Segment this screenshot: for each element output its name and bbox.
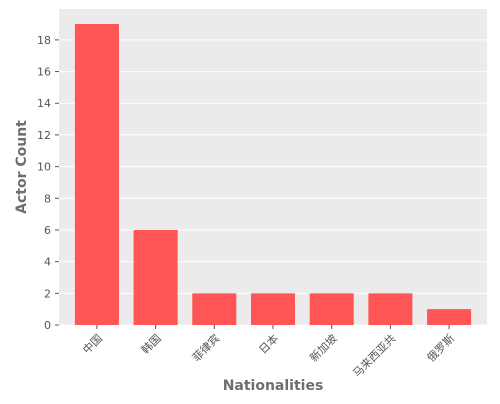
bar [133,229,178,325]
y-tick-label: 4 [44,256,51,269]
y-tick-label: 18 [37,34,51,47]
x-tick-label: 中国 [80,332,105,357]
bars [74,24,472,326]
bar [74,24,119,326]
x-tick-label: 韩国 [138,331,163,356]
y-axis-label: Actor Count [14,120,30,214]
x-axis-ticks: 中国 韩国 菲律宾 日本 新加坡 马来西亚共 俄罗斯 [80,325,457,380]
bar [192,293,237,325]
x-tick-label: 俄罗斯 [425,332,458,365]
y-tick-label: 16 [37,66,51,79]
y-tick-label: 0 [44,319,51,332]
y-tick-label: 10 [37,161,51,174]
bar [427,309,472,325]
x-tick-label: 日本 [256,331,281,356]
x-axis-label: Nationalities [223,378,324,394]
bar [368,293,413,325]
x-tick-label: 马来西亚共 [350,332,398,380]
y-tick-label: 12 [37,129,51,142]
y-axis-ticks: 0 2 4 6 8 10 12 14 16 18 [37,34,59,332]
y-tick-label: 6 [44,224,51,237]
y-tick-label: 14 [37,97,51,110]
x-tick-label: 新加坡 [307,331,340,364]
bar [250,293,296,325]
y-tick-label: 8 [44,192,51,205]
bar [309,293,354,325]
y-tick-label: 2 [44,287,51,300]
x-tick-label: 菲律宾 [189,331,222,364]
